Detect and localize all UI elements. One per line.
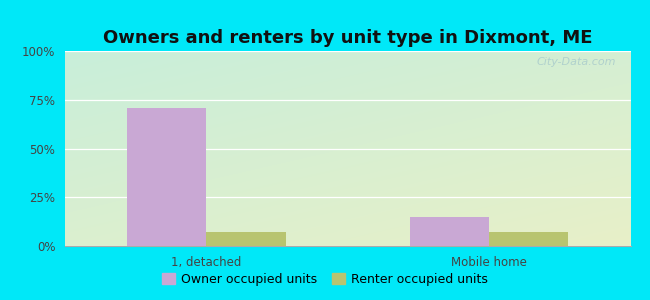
Legend: Owner occupied units, Renter occupied units: Owner occupied units, Renter occupied un…: [157, 268, 493, 291]
Bar: [207, 232, 285, 246]
Bar: [127, 107, 207, 246]
Title: Owners and renters by unit type in Dixmont, ME: Owners and renters by unit type in Dixmo…: [103, 29, 593, 47]
Bar: [410, 217, 489, 246]
Bar: [489, 232, 568, 246]
Text: City-Data.com: City-Data.com: [537, 57, 616, 67]
